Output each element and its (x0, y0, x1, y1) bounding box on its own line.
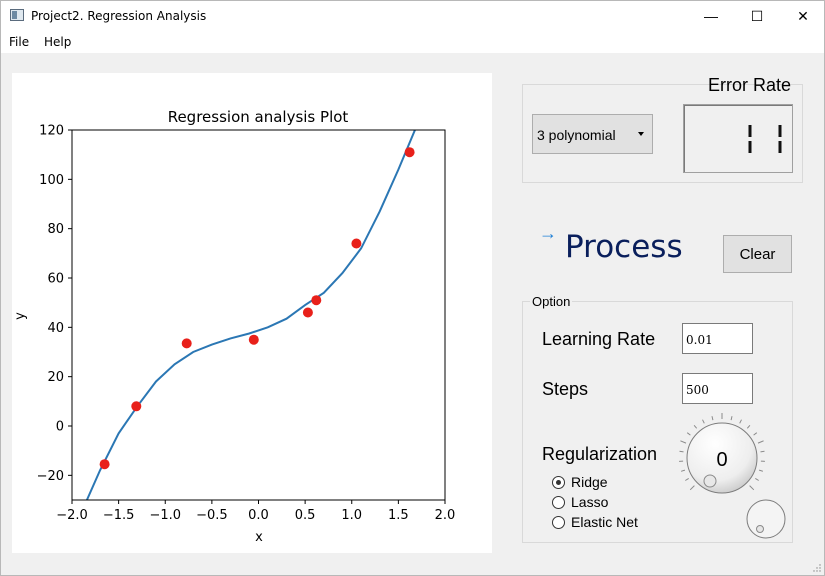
data-point (351, 238, 362, 249)
dial-tick (680, 440, 687, 444)
x-tick-label: −1.0 (149, 508, 181, 523)
small-dial-knob[interactable] (746, 499, 786, 539)
x-tick-label: 1.5 (388, 508, 409, 523)
dial-tick (693, 424, 698, 429)
regularization-dial[interactable]: 0 (676, 411, 776, 507)
process-button[interactable]: Process (565, 229, 683, 265)
dial-tick (746, 424, 751, 429)
regularization-label: Regularization (542, 444, 658, 464)
x-tick-label: 1.0 (341, 508, 362, 523)
dial-indicator (703, 474, 717, 488)
radio-elastic-net-label: Elastic Net (571, 514, 638, 530)
y-tick-label: 100 (39, 173, 64, 188)
y-tick-label: 20 (47, 370, 64, 385)
error-rate-label: Error Rate (708, 75, 792, 95)
radio-lasso[interactable]: Lasso (552, 493, 608, 511)
steps-label: Steps (542, 379, 589, 399)
error-rate-display (683, 104, 793, 173)
data-point (181, 338, 192, 349)
maximize-button[interactable]: ☐ (750, 7, 764, 24)
x-tick-label: −2.0 (56, 508, 88, 523)
dial-value: 0 (716, 449, 727, 471)
x-tick-label: −0.5 (196, 508, 228, 523)
plot-frame (71, 129, 446, 501)
y-tick-label: 60 (47, 272, 64, 287)
y-tick-label: 40 (47, 321, 64, 336)
error-rate-digits (748, 125, 782, 153)
dial-tick (686, 432, 691, 436)
dial-tick (760, 450, 765, 453)
y-tick-label: 80 (47, 222, 64, 237)
menu-help[interactable]: Help (44, 35, 72, 49)
x-axis-label: x (255, 530, 263, 545)
radio-ridge[interactable]: Ridge (552, 473, 608, 491)
x-tick-label: −1.5 (103, 508, 135, 523)
dial-tick (702, 419, 705, 424)
data-point (131, 401, 142, 412)
model-select[interactable]: 3 polynomial (532, 114, 653, 154)
clear-button[interactable]: Clear (723, 235, 792, 273)
dial-tick (749, 485, 755, 491)
dial-tick (680, 469, 686, 472)
data-point (248, 334, 259, 345)
dial-tick (753, 432, 758, 436)
y-tick-label: −20 (37, 469, 64, 484)
model-select-value: 3 polynomial (537, 127, 616, 143)
learning-rate-label: Learning Rate (542, 329, 656, 349)
radio-lasso-label: Lasso (571, 494, 609, 510)
menu-bar: File Help (1, 31, 824, 53)
small-dial[interactable] (744, 497, 790, 543)
regression-plot: Regression analysis Plot −2.0 −1.5 −1.0 −0.… (13, 108, 456, 545)
dial-tick (689, 485, 695, 491)
x-tick-label: 0.5 (295, 508, 316, 523)
x-tick-label: 2.0 (435, 508, 456, 523)
process-arrow-icon: → (539, 223, 557, 243)
radio-lasso-button[interactable] (552, 495, 565, 509)
close-button[interactable]: ✕ (797, 7, 809, 24)
dial-tick (739, 419, 742, 424)
plot-panel: Regression analysis Plot −2.0 −1.5 −1.0 −0.… (12, 73, 492, 553)
menu-file[interactable]: File (9, 35, 30, 49)
x-tick-label: 0.0 (248, 508, 269, 523)
radio-elastic-net[interactable]: Elastic Net (552, 513, 638, 531)
plot-title: Regression analysis Plot (168, 108, 349, 126)
data-point (311, 295, 322, 306)
minimize-button[interactable]: — (704, 8, 718, 24)
data-point (302, 307, 313, 318)
dial-knob[interactable] (686, 422, 758, 494)
dial-tick (679, 450, 684, 453)
window-title: Project2. Regression Analysis (31, 9, 207, 23)
y-axis-label: y (13, 312, 28, 320)
dropdown-arrow-icon (638, 132, 644, 136)
dial-tick (757, 440, 764, 444)
small-dial-indicator (756, 525, 764, 533)
regression-curve (85, 130, 417, 500)
dial-tick (730, 416, 733, 421)
radio-elastic-net-button[interactable] (552, 515, 565, 529)
option-group-title: Option (530, 294, 573, 309)
dial-tick (755, 477, 759, 481)
radio-ridge-label: Ridge (571, 474, 608, 490)
radio-ridge-button[interactable] (552, 475, 565, 489)
dial-tick (758, 469, 764, 472)
steps-input[interactable]: 500 (682, 373, 753, 404)
data-point (99, 459, 110, 470)
y-tick-label: 0 (56, 420, 64, 435)
resize-grip-icon[interactable] (813, 564, 821, 572)
y-tick-label: 120 (39, 124, 64, 139)
option-group (522, 301, 793, 543)
title-bar: Project2. Regression Analysis — ☐ ✕ (1, 1, 824, 31)
learning-rate-input[interactable]: 0.01 (682, 323, 753, 354)
dial-tick (685, 477, 689, 481)
dial-tick (711, 416, 714, 421)
data-point (404, 147, 415, 158)
model-group (522, 84, 803, 183)
app-icon (10, 9, 24, 21)
